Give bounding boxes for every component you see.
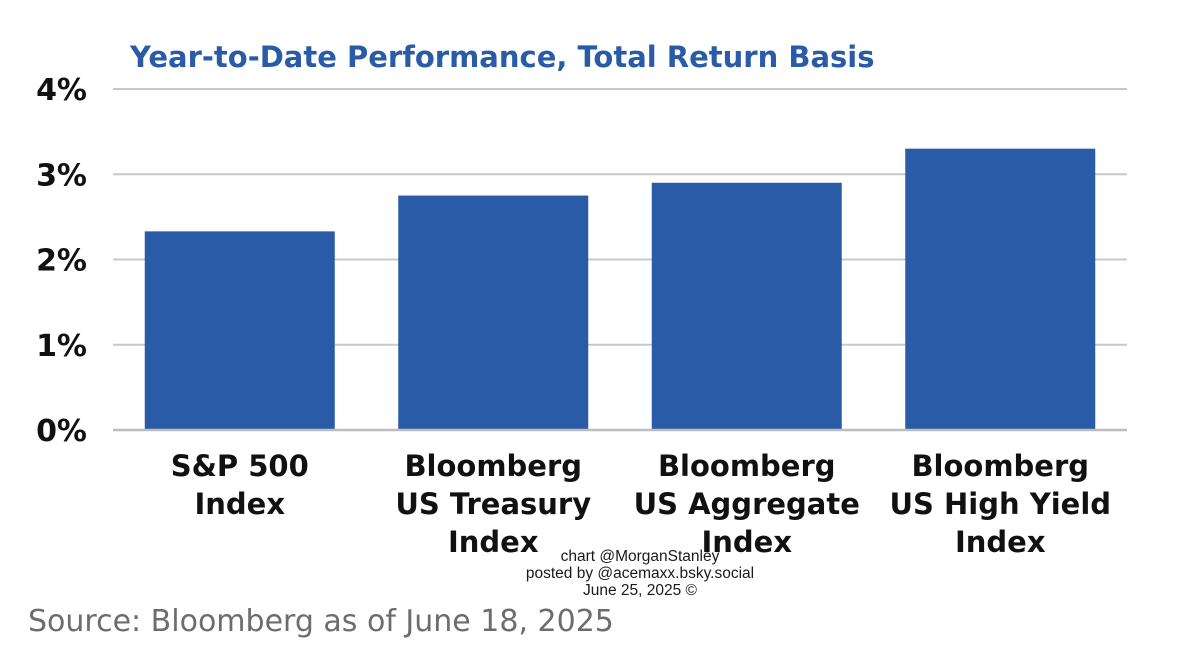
chart-title: Year-to-Date Performance, Total Return B…	[130, 40, 875, 74]
bar	[398, 195, 589, 430]
bar	[905, 148, 1096, 431]
credit-line-2: posted by @acemaxx.bsky.social	[525, 565, 755, 582]
y-tick-label: 1%	[36, 329, 87, 364]
chart-credit: chart @MorganStanley posted by @acemaxx.…	[400, 548, 880, 599]
x-tick-label: Bloomberg US Aggregate Index	[634, 449, 860, 559]
y-tick-label: 4%	[36, 73, 87, 108]
y-axis-ticks: 0% 1% 2% 3% 4%	[36, 73, 87, 449]
x-tick-label: Bloomberg US Treasury Index	[395, 449, 591, 559]
y-tick-label: 3%	[36, 158, 87, 193]
x-tick-label: S&P 500 Index	[171, 449, 309, 521]
credit-line-3: June 25, 2025 ©	[583, 582, 697, 599]
x-axis-labels: S&P 500 Index Bloomberg US Treasury Index Blo…	[171, 449, 1111, 559]
y-tick-label: 2%	[36, 244, 87, 279]
x-tick-label: Bloomberg US High Yield Index	[889, 449, 1111, 559]
bar	[651, 182, 842, 430]
bars	[144, 148, 1096, 431]
y-tick-label: 0%	[36, 414, 87, 449]
source-note: Source: Bloomberg as of June 18, 2025	[28, 604, 614, 639]
credit-line-1: chart @MorganStanley	[560, 548, 720, 565]
bar	[144, 231, 335, 430]
